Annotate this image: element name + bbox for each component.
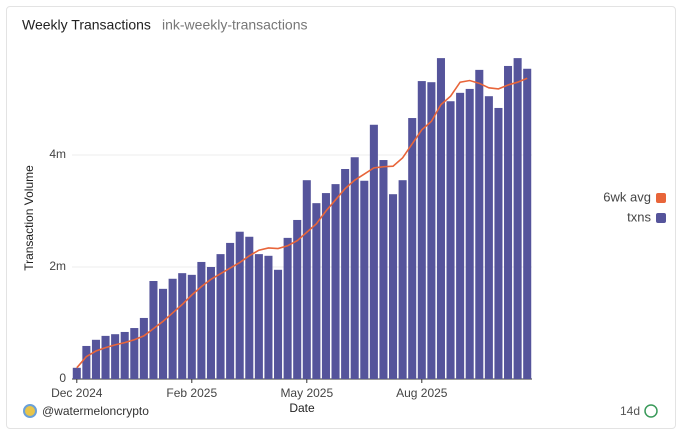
y-axis-label: Transaction Volume — [22, 165, 36, 271]
bar — [446, 101, 455, 380]
x-tick-label: Aug 2025 — [396, 386, 448, 400]
chart-title: Weekly Transactions — [22, 17, 151, 33]
bar — [427, 82, 436, 379]
legend-swatch — [656, 193, 666, 203]
bar — [283, 237, 292, 379]
x-tick-label: Dec 2024 — [51, 386, 103, 400]
legend-label: 6wk avg — [603, 189, 651, 204]
bar — [254, 254, 263, 379]
bar — [484, 96, 493, 379]
bar — [350, 157, 359, 379]
bar — [139, 317, 148, 379]
bar — [72, 367, 81, 379]
bar — [197, 261, 206, 379]
chart-subtitle: ink-weekly-transactions — [162, 17, 308, 33]
x-tick-label: May 2025 — [280, 386, 333, 400]
bar — [408, 118, 417, 379]
bar — [149, 281, 158, 379]
legend-label: txns — [627, 209, 651, 224]
bar — [331, 184, 340, 379]
bar — [226, 242, 235, 379]
bar — [216, 254, 225, 379]
bar — [178, 273, 187, 379]
bar — [417, 81, 426, 379]
bar — [264, 255, 273, 379]
author-avatar — [23, 404, 37, 418]
bar — [456, 92, 465, 379]
bar — [398, 180, 407, 379]
bar — [341, 169, 350, 379]
bar — [159, 288, 168, 379]
y-tick-label: 2m — [49, 259, 66, 273]
bar — [494, 107, 503, 380]
bar — [389, 194, 398, 379]
bar — [513, 58, 522, 380]
bar — [120, 331, 129, 379]
bar — [206, 267, 215, 379]
y-tick-label: 4m — [49, 147, 66, 161]
bar — [369, 124, 378, 379]
bar — [187, 274, 196, 379]
bar — [235, 231, 244, 379]
bar — [168, 278, 177, 379]
x-tick-label: Feb 2025 — [166, 386, 217, 400]
bar — [130, 328, 139, 379]
bar — [101, 335, 110, 379]
line — [76, 77, 528, 369]
bar — [379, 160, 388, 379]
bar — [321, 193, 330, 379]
author[interactable]: @watermeloncrypto — [42, 404, 149, 418]
bar — [91, 339, 100, 379]
bar — [465, 88, 474, 380]
legend-swatch — [656, 213, 666, 223]
bar — [293, 219, 302, 379]
bar — [504, 65, 513, 380]
badge: 14d — [620, 404, 640, 418]
bar — [245, 236, 254, 379]
bar — [360, 180, 369, 379]
bar — [436, 58, 445, 380]
bar — [82, 345, 91, 379]
y-tick-label: 0 — [59, 371, 66, 385]
bar — [274, 269, 283, 379]
bar — [111, 334, 120, 379]
x-axis-label: Date — [289, 401, 315, 415]
bar — [312, 203, 321, 379]
card — [6, 6, 676, 429]
badge-icon — [644, 404, 658, 418]
bar — [475, 69, 484, 379]
bar — [302, 180, 311, 379]
bar — [523, 68, 532, 379]
